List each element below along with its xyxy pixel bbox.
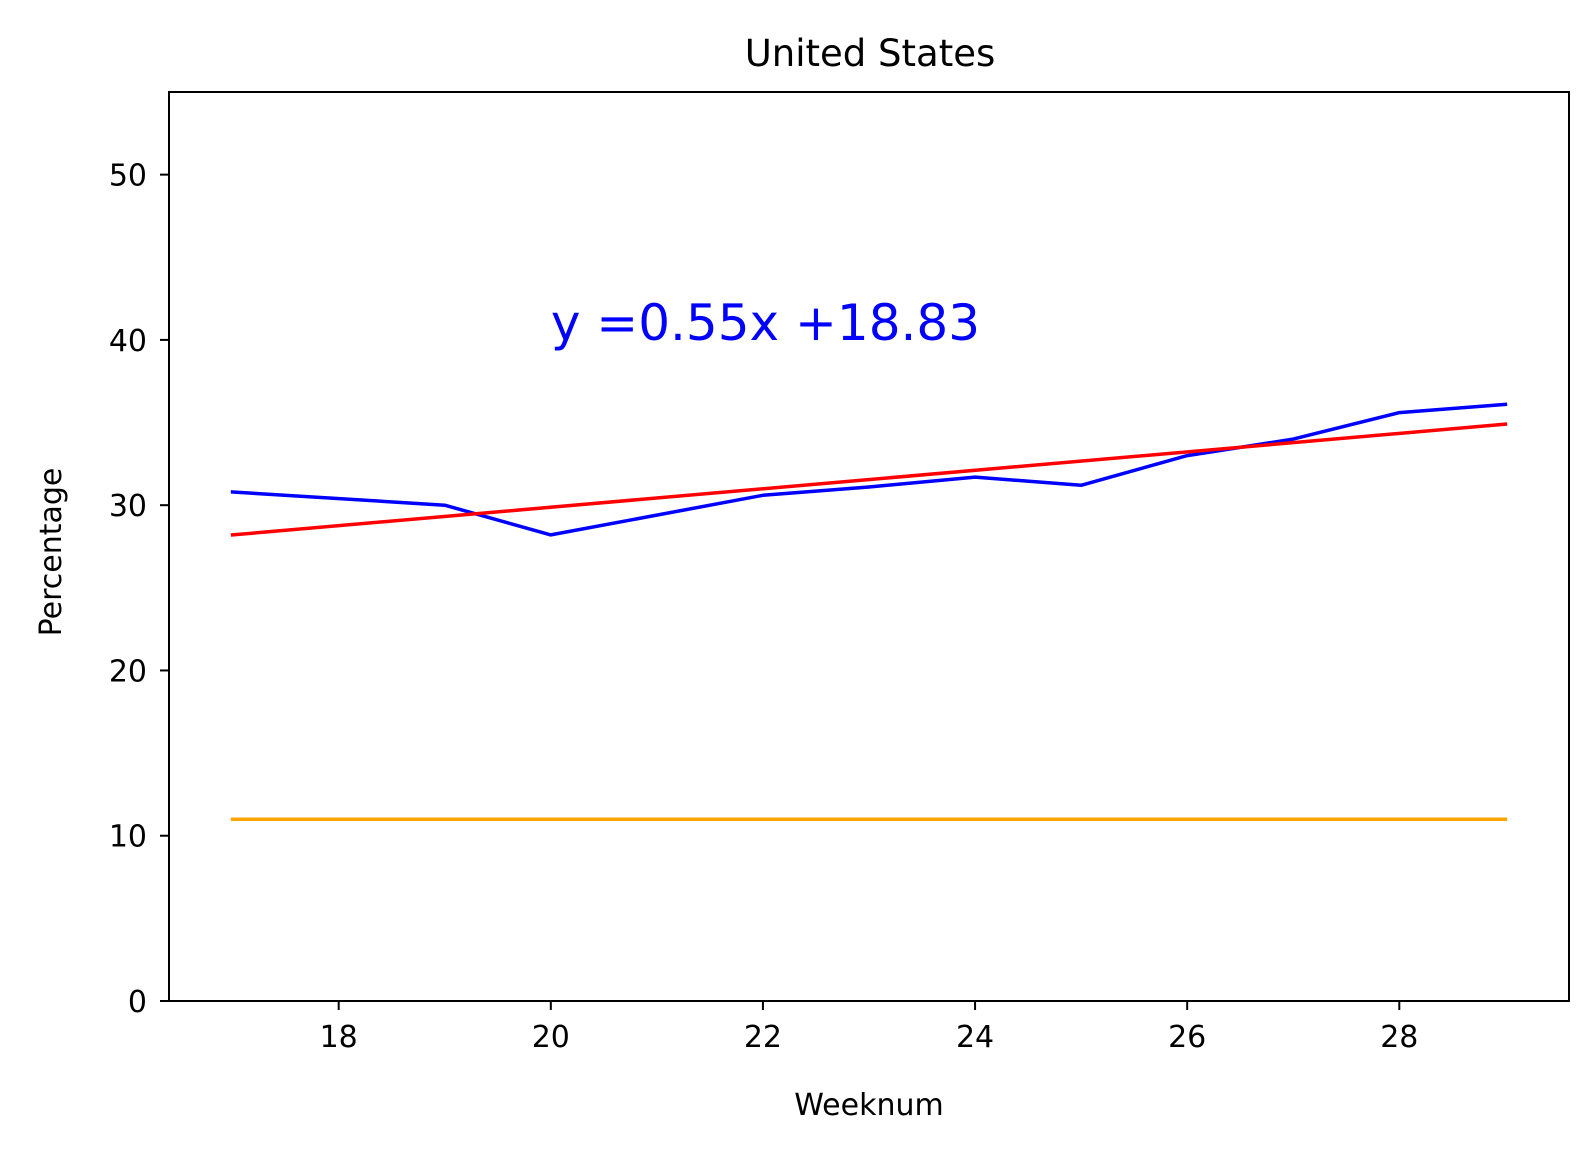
series-layer bbox=[230, 402, 1508, 821]
x-tick-label: 24 bbox=[956, 1020, 994, 1055]
y-tick-label: 40 bbox=[109, 324, 147, 359]
series-line-0 bbox=[230, 402, 1508, 537]
x-tick-label: 28 bbox=[1380, 1020, 1418, 1055]
x-axis-title: Weeknum bbox=[794, 1088, 943, 1123]
x-tick-label: 26 bbox=[1168, 1020, 1206, 1055]
chart-title: United States bbox=[745, 32, 996, 75]
y-axis-title: Percentage bbox=[34, 468, 69, 637]
x-axis-ticks: 18 20 22 24 26 28 bbox=[320, 1001, 1418, 1055]
y-tick-label: 50 bbox=[109, 159, 147, 194]
series-line-1 bbox=[230, 422, 1508, 537]
y-axis-ticks: 0 10 20 30 40 50 bbox=[109, 159, 169, 1020]
regression-equation-annotation: y =0.55x +18.83 bbox=[551, 294, 980, 352]
y-tick-label: 0 bbox=[128, 985, 147, 1020]
y-tick-label: 30 bbox=[109, 489, 147, 524]
y-tick-label: 20 bbox=[109, 654, 147, 689]
x-tick-label: 18 bbox=[320, 1020, 358, 1055]
plot-area-frame bbox=[168, 91, 1570, 1002]
y-tick-label: 10 bbox=[109, 820, 147, 855]
x-tick-label: 22 bbox=[744, 1020, 782, 1055]
x-tick-label: 20 bbox=[532, 1020, 570, 1055]
annotation-layer: y =0.55x +18.83 bbox=[551, 294, 980, 352]
